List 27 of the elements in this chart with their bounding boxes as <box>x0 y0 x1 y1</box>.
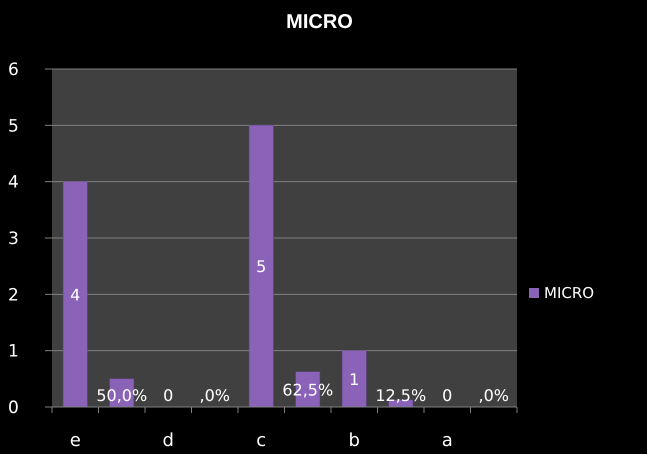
y-tick-label: 1 <box>8 342 19 362</box>
data-label: ,0% <box>478 386 509 405</box>
y-tick-label: 0 <box>8 398 19 418</box>
bar <box>342 350 367 408</box>
x-tick-label: c <box>256 430 266 451</box>
x-tick-label: b <box>348 430 360 451</box>
bar <box>62 181 88 408</box>
data-label: 0 <box>442 386 452 405</box>
data-label: ,0% <box>200 386 230 405</box>
x-tick-label: d <box>162 430 174 451</box>
data-label: 1 <box>349 370 360 389</box>
x-tick-label: e <box>70 430 81 451</box>
data-label: 4 <box>70 285 80 304</box>
y-tick-label: 3 <box>8 229 19 249</box>
legend-label: MICRO <box>544 284 594 302</box>
y-tick-label: 2 <box>8 285 19 306</box>
x-tick-label: a <box>442 430 453 451</box>
data-label: 12,5% <box>375 386 426 405</box>
y-tick-label: 6 <box>8 60 19 80</box>
data-label: 5 <box>256 257 266 276</box>
bar <box>248 125 274 408</box>
chart-title: MICRO <box>286 11 353 33</box>
data-label: 50,0% <box>96 386 148 405</box>
y-tick-label: 5 <box>8 116 19 136</box>
y-tick-label: 4 <box>8 172 19 193</box>
data-label: 62,5% <box>282 380 334 400</box>
data-label: 0 <box>163 386 174 405</box>
